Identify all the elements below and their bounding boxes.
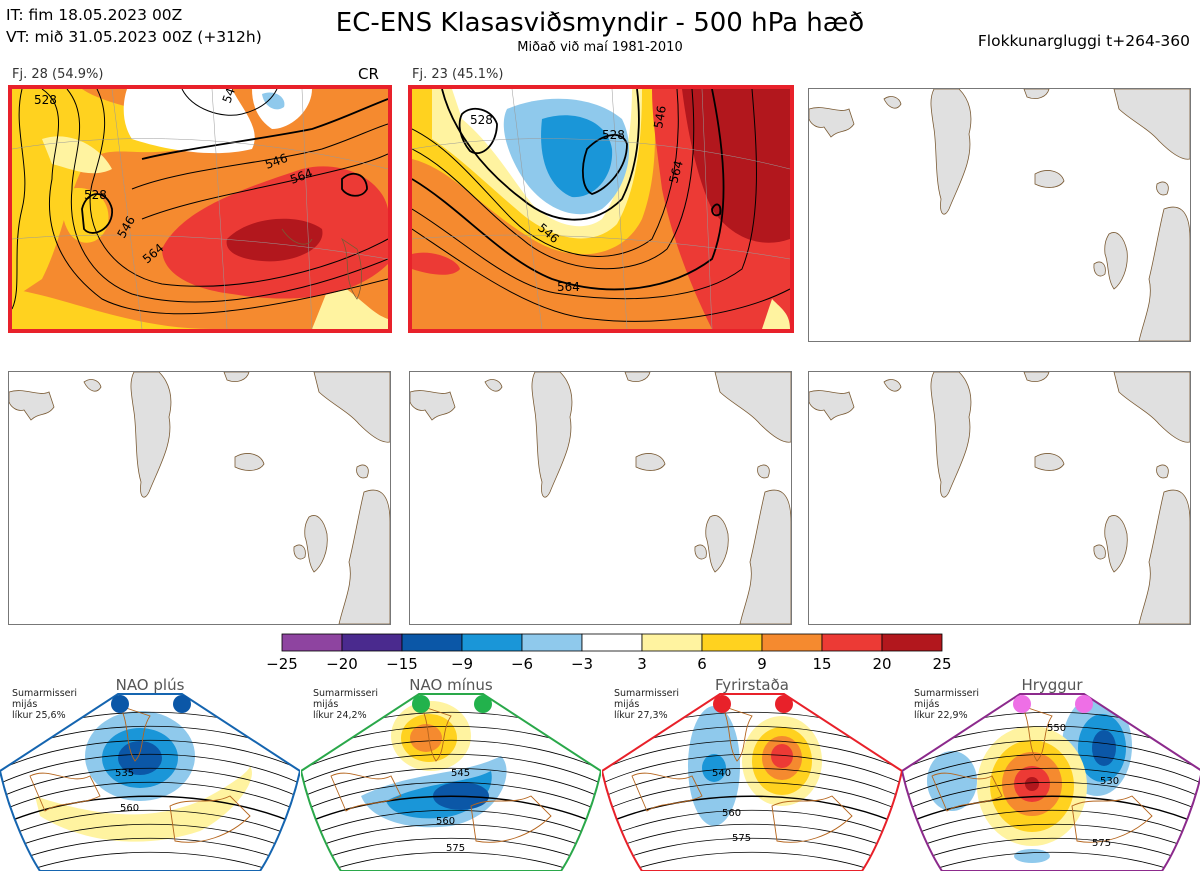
regime-contour-label: 530 (1100, 776, 1119, 787)
empty-cluster-map (808, 371, 1191, 625)
contour-label: 546 (651, 105, 669, 130)
regime-dot (173, 695, 191, 713)
regime-map: 535 560 (0, 693, 302, 872)
basemap-graphic (9, 372, 390, 624)
regime-contour-label: 545 (451, 768, 470, 779)
contour-label: 528 (34, 93, 57, 107)
colorbar-segment (821, 633, 883, 652)
colorbar-segment (881, 633, 943, 652)
colorbar-segment (401, 633, 463, 652)
regime-panel: 550 530 575 (900, 676, 1200, 872)
regime-probability: Sumarmisseri mijás líkur 25,6% (12, 688, 78, 721)
regime-name: NAO plús (115, 676, 185, 694)
classification-window: Flokkunargluggi t+264-360 (977, 32, 1190, 50)
colorbar-segment (341, 633, 403, 652)
cluster-map-2: 528 528 546 546 564 564 (408, 85, 794, 333)
colorbar-segment (521, 633, 583, 652)
regime-map: 550 530 575 (900, 693, 1200, 872)
regime-contour-label: 535 (115, 768, 134, 779)
regime-dot (775, 695, 793, 713)
regime-contour-label: 560 (120, 803, 139, 814)
colorbar-tick-label: 3 (637, 655, 647, 673)
cluster-2-label: Fj. 23 (45.1%) (412, 67, 504, 82)
regime-probability: Sumarmisseri mijás líkur 27,3% (614, 688, 680, 721)
colorbar-tick-label: 9 (757, 655, 767, 673)
regime-map: 540 560 575 (600, 693, 904, 872)
regime-dot (713, 695, 731, 713)
colorbar-segment (761, 633, 823, 652)
regime-contour-label: 575 (732, 833, 751, 844)
regime-panel: 540 560 575 (600, 676, 904, 872)
regime-contour-label: 560 (436, 816, 455, 827)
colorbar-tick-label: 25 (932, 655, 952, 673)
regime-dot (412, 695, 430, 713)
colorbar-segment (281, 633, 343, 652)
regime-dot (1013, 695, 1031, 713)
colorbar-tick-label: −15 (386, 655, 418, 673)
initial-time: IT: fim 18.05.2023 00Z (6, 6, 183, 24)
anomaly-colorbar (281, 633, 943, 652)
regime-probability: Sumarmisseri mijás líkur 22,9% (914, 688, 980, 721)
empty-cluster-map (808, 88, 1191, 342)
colorbar-segment (461, 633, 523, 652)
colorbar-tick-label: 20 (872, 655, 892, 673)
colorbar-tick-label: −9 (450, 655, 474, 673)
cluster-map-1: 528 528 546 564 546 564 546 (8, 85, 392, 333)
regime-contour-label: 575 (1092, 838, 1111, 849)
cluster-map-1-graphic: 528 528 546 564 546 564 546 (12, 89, 388, 329)
contour-label: 564 (666, 159, 685, 185)
regime-dot (474, 695, 492, 713)
basemap-graphic (809, 372, 1190, 624)
basemap-graphic (410, 372, 791, 624)
cluster-map-2-graphic: 528 528 546 546 564 564 (412, 89, 790, 329)
valid-time: VT: mið 31.05.2023 00Z (+312h) (6, 28, 262, 46)
cluster-1-label: Fj. 28 (54.9%) (12, 67, 104, 82)
colorbar-tick-label: −25 (266, 655, 298, 673)
cluster-1-tag: CR (358, 65, 379, 83)
empty-cluster-map (8, 371, 391, 625)
contour-label: 528 (470, 113, 493, 127)
empty-cluster-map (409, 371, 792, 625)
regime-name: NAO mínus (409, 676, 493, 694)
colorbar-segment (581, 633, 643, 652)
colorbar-tick-label: 15 (812, 655, 832, 673)
regime-contour-label: 575 (446, 843, 465, 854)
regime-contour-label: 550 (1047, 723, 1066, 734)
colorbar-tick-label: −20 (326, 655, 358, 673)
colorbar-tick-label: −6 (510, 655, 534, 673)
regime-contour-label: 540 (712, 768, 731, 779)
colorbar-tick-label: −3 (570, 655, 594, 673)
colorbar-segment (701, 633, 763, 652)
basemap-graphic (809, 89, 1190, 341)
regime-probability: Sumarmisseri mijás líkur 24,2% (313, 688, 379, 721)
regime-dot (1075, 695, 1093, 713)
regime-dot (111, 695, 129, 713)
climatology-reference: Miðað við maí 1981-2010 (517, 40, 683, 55)
colorbar-tick-label: 6 (697, 655, 707, 673)
regime-name: Fyrirstaða (715, 676, 789, 694)
regime-panel: 535 560 (0, 676, 302, 872)
regime-name: Hryggur (1021, 676, 1083, 694)
contour-label: 564 (557, 280, 580, 294)
page-title: EC-ENS Klasasviðsmyndir - 500 hPa hæð (335, 8, 865, 38)
colorbar-segment (641, 633, 703, 652)
regime-contour-label: 560 (722, 808, 741, 819)
contour-label: 528 (84, 188, 107, 202)
run-times: IT: fim 18.05.2023 00Z VT: mið 31.05.202… (6, 4, 262, 48)
contour-label: 528 (602, 128, 625, 142)
